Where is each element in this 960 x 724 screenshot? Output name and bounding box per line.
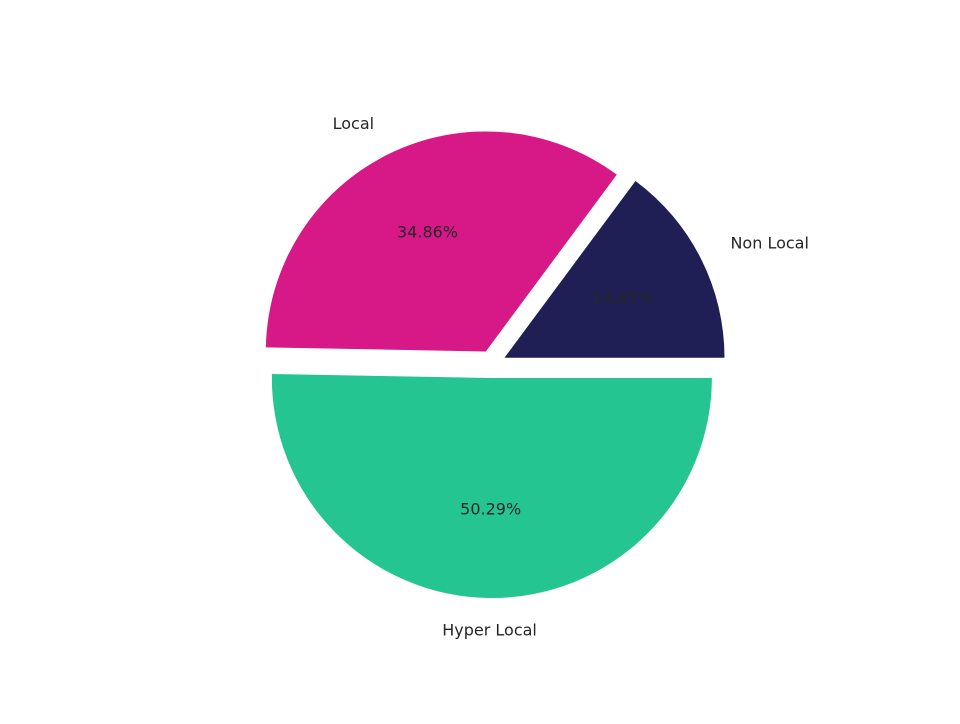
pie-slice-non-local xyxy=(504,180,725,358)
slice-pct-non-local: 14.85% xyxy=(592,288,653,307)
pie-slices xyxy=(265,131,725,598)
slice-label-local: Local xyxy=(333,114,374,133)
slice-label-hyper-local: Hyper Local xyxy=(442,620,537,639)
pie-slice-hyper-local xyxy=(271,373,712,598)
slice-pct-local: 34.86% xyxy=(397,223,458,242)
slice-label-non-local: Non Local xyxy=(730,233,808,252)
slice-pct-hyper-local: 50.29% xyxy=(460,499,521,518)
pie-labels: Non Local 14.85% Local 34.86% Hyper Local 50.… xyxy=(333,114,809,640)
pie-slice-local xyxy=(265,131,617,352)
